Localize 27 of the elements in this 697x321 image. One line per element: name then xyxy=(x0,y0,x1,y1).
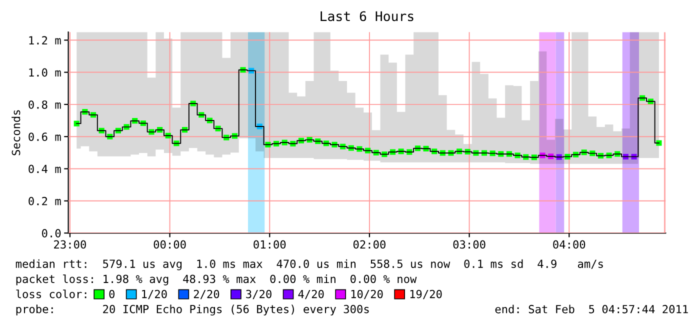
x-tick-label: 23:00 xyxy=(54,240,86,249)
chart-title: Last 6 Hours xyxy=(320,11,414,22)
text: probe: 20 ICMP Echo Pings (56 Bytes) every 300s xyxy=(16,304,369,316)
y-axis-title: Seconds xyxy=(12,110,20,156)
y-tick-label: 0.0 xyxy=(42,229,61,238)
legend-label: 2/20 xyxy=(194,290,220,300)
legend-title: loss color: xyxy=(16,290,86,298)
x-tick-label: 00:00 xyxy=(154,240,186,249)
y-tick-label: 0.6 m xyxy=(28,132,61,141)
text: median rtt: 579.1 us avg 1.0 ms max 470.0 us min 558.5 us now 0.1 ms sd 4.9 am/s xyxy=(16,259,603,270)
legend-label: 4/20 xyxy=(298,290,324,300)
x-tick-label: 03:00 xyxy=(453,240,486,249)
y-tick-label: 0.4 m xyxy=(28,164,61,174)
legend-label: 1/20 xyxy=(142,290,167,300)
legend-label: 10/20 xyxy=(351,290,383,300)
legend-label: 19/20 xyxy=(410,290,442,300)
text: end: Sat Feb 5 04:57:44 2011 xyxy=(495,304,688,314)
legend-label: 3/20 xyxy=(246,290,272,300)
x-tick-label: 02:00 xyxy=(353,240,386,249)
x-tick-label: 01:00 xyxy=(254,240,286,249)
y-tick-label: 0.2 m xyxy=(28,196,61,206)
y-tick-label: 0.8 m xyxy=(28,100,61,109)
x-tick-label: 04:00 xyxy=(553,240,586,249)
y-tick-label: 1.0 m xyxy=(29,68,61,77)
legend-label: 0 xyxy=(109,290,115,298)
text: packet loss: 1.98 % avg 48.93 % max 0.00 % min 0.00 % now xyxy=(16,274,417,286)
y-tick-label: 1.2 m xyxy=(29,36,61,44)
